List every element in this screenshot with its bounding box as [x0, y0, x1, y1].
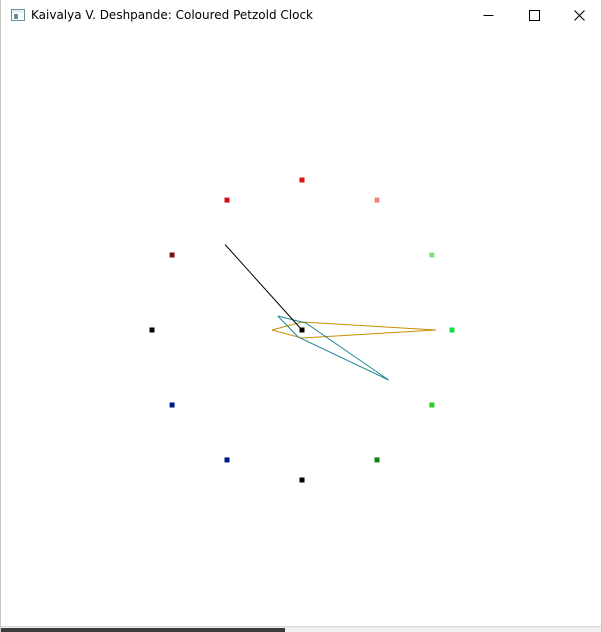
taskbar-edge	[1, 628, 285, 632]
second-hand	[224, 244, 303, 331]
hour-mark-11	[224, 197, 230, 203]
clock-center-dot	[299, 327, 305, 333]
app-window-icon[interactable]	[11, 9, 25, 21]
hour-mark-4	[429, 402, 435, 408]
hour-mark-6	[299, 477, 305, 483]
maximize-icon	[528, 10, 540, 21]
minimize-icon	[483, 15, 493, 16]
hour-mark-9	[149, 327, 155, 333]
hour-mark-5	[374, 457, 380, 463]
clock-canvas	[1, 31, 601, 626]
hour-hand	[271, 321, 437, 339]
close-button[interactable]	[556, 0, 602, 31]
title-bar[interactable]: Kaivalya V. Deshpande: Coloured Petzold …	[1, 0, 601, 31]
hour-mark-2	[429, 252, 435, 258]
minute-hand	[277, 315, 389, 381]
minimize-button[interactable]	[465, 0, 511, 31]
hour-mark-10	[169, 252, 175, 258]
hour-mark-1	[374, 197, 380, 203]
maximize-button[interactable]	[511, 0, 557, 31]
close-icon	[573, 10, 585, 21]
hour-mark-7	[224, 457, 230, 463]
hour-mark-8	[169, 402, 175, 408]
window-title: Kaivalya V. Deshpande: Coloured Petzold …	[31, 8, 313, 22]
clock-face	[149, 177, 455, 483]
hour-mark-3	[449, 327, 455, 333]
hour-mark-12	[299, 177, 305, 183]
window-bottom-border	[1, 626, 601, 632]
